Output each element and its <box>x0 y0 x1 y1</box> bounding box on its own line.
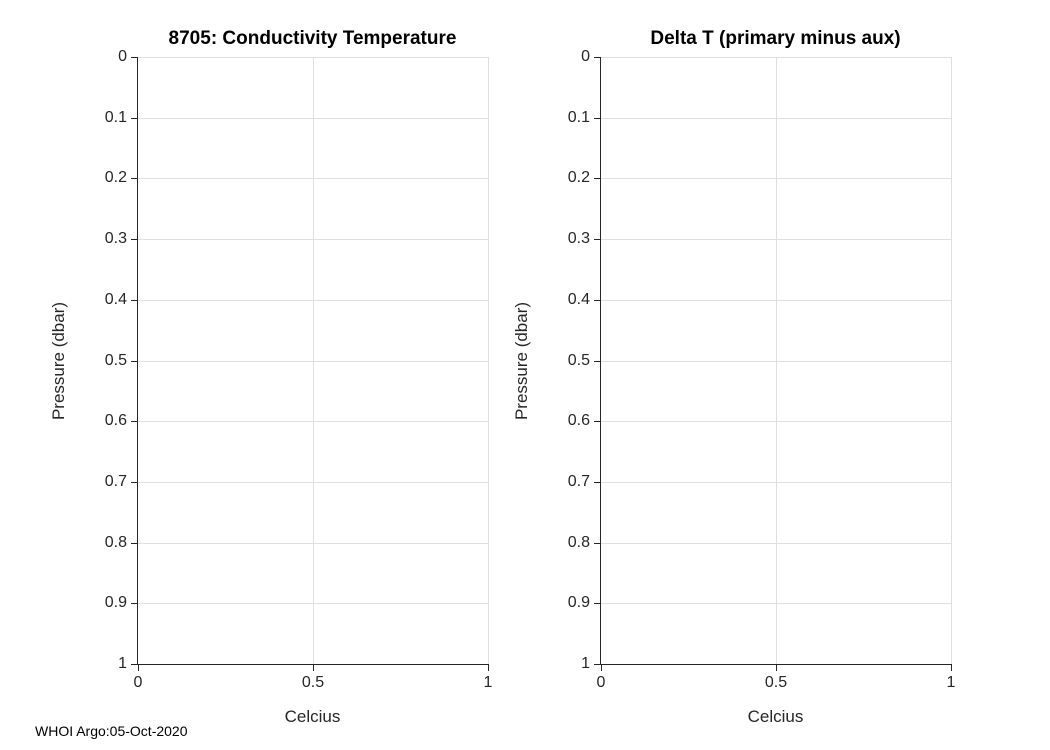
gridline <box>138 57 488 58</box>
y-tick-mark <box>131 239 138 241</box>
plot-conductivity-temperature: 8705: Conductivity Temperature Pressure … <box>49 28 493 726</box>
gridline <box>138 542 488 544</box>
plot-area: 0 0.1 0.2 0.3 0.4 0.5 0.6 0.7 0.8 0.9 1 0 0.5 1 <box>105 49 493 691</box>
y-tick-label: 1 <box>581 655 590 672</box>
gridline <box>138 239 488 241</box>
y-tick-mark <box>594 664 601 665</box>
y-tick-mark <box>131 542 138 544</box>
y-tick-label: 0.2 <box>567 169 590 187</box>
y-tick-mark <box>131 360 138 362</box>
gridline <box>138 117 488 119</box>
gridline <box>138 603 488 605</box>
y-tick-label: 1 <box>118 655 127 672</box>
footer-annotation: WHOI Argo:05-Oct-2020 <box>35 723 188 739</box>
y-tick-mark <box>594 117 601 119</box>
y-tick-mark <box>594 178 601 180</box>
y-tick-label: 0.5 <box>104 351 127 369</box>
x-tick-mark <box>313 664 314 671</box>
y-tick-label: 0.1 <box>567 108 590 126</box>
y-tick-label: 0.9 <box>567 594 590 612</box>
x-tick-label: 0.5 <box>301 674 325 691</box>
gridline <box>601 542 951 544</box>
gridline <box>601 239 951 241</box>
gridline <box>601 481 951 483</box>
plot-title: 8705: Conductivity Temperature <box>168 28 457 49</box>
x-tick-mark <box>138 664 139 671</box>
y-tick-label: 0.6 <box>567 412 590 430</box>
gridline <box>601 421 951 423</box>
y-tick-mark <box>594 421 601 423</box>
gridline <box>951 57 952 664</box>
y-tick-label: 0.7 <box>104 472 127 490</box>
y-axis-label: Pressure (dbar) <box>49 301 68 421</box>
x-tick-label: 1 <box>483 674 493 691</box>
gridline <box>601 360 951 362</box>
y-tick-mark <box>131 117 138 119</box>
gridline <box>313 57 314 664</box>
y-tick-mark <box>594 481 601 483</box>
y-tick-mark <box>131 421 138 423</box>
y-tick-label: 0.5 <box>567 351 590 369</box>
y-tick-label: 0.6 <box>104 412 127 430</box>
gridline <box>138 178 488 180</box>
y-tick-mark <box>131 57 138 58</box>
gridline <box>776 57 777 664</box>
y-tick-label: 0.9 <box>104 594 127 612</box>
gridline <box>488 57 489 664</box>
y-tick-mark <box>131 178 138 180</box>
x-tick-mark <box>488 664 489 671</box>
gridline <box>601 603 951 605</box>
x-tick-label: 0 <box>596 674 606 691</box>
x-tick-label: 0 <box>133 674 143 691</box>
y-tick-label: 0.8 <box>567 533 590 551</box>
y-tick-mark <box>131 603 138 605</box>
x-tick-mark <box>776 664 777 671</box>
plot-area: 0 0.1 0.2 0.3 0.4 0.5 0.6 0.7 0.8 0.9 1 0 0.5 1 <box>568 49 956 691</box>
x-tick-mark <box>951 664 952 671</box>
gridline <box>601 178 951 180</box>
y-tick-label: 0.8 <box>104 533 127 551</box>
y-tick-mark <box>594 360 601 362</box>
x-axis-label: Celcius <box>284 707 341 726</box>
y-tick-mark <box>594 239 601 241</box>
gridline <box>601 57 951 58</box>
y-tick-mark <box>594 299 601 301</box>
y-tick-mark <box>594 542 601 544</box>
y-tick-mark <box>594 57 601 58</box>
y-tick-mark <box>131 481 138 483</box>
gridline <box>138 360 488 362</box>
gridline <box>601 117 951 119</box>
plot-delta-t: Delta T (primary minus aux) Pressure (db… <box>512 28 956 726</box>
y-tick-label: 0.7 <box>567 472 590 490</box>
y-axis-label: Pressure (dbar) <box>512 301 531 421</box>
y-tick-label: 0 <box>118 48 127 65</box>
x-axis-label: Celcius <box>747 707 804 726</box>
y-tick-mark <box>131 664 138 665</box>
y-tick-label: 0.2 <box>104 169 127 187</box>
gridline <box>601 299 951 301</box>
y-tick-label: 0.3 <box>567 230 590 248</box>
gridline <box>138 481 488 483</box>
x-tick-label: 1 <box>946 674 956 691</box>
x-tick-label: 0.5 <box>764 674 788 691</box>
gridline <box>138 299 488 301</box>
x-tick-mark <box>601 664 602 671</box>
y-tick-label: 0 <box>581 48 590 65</box>
y-tick-label: 0.1 <box>104 108 127 126</box>
y-tick-mark <box>594 603 601 605</box>
y-tick-label: 0.4 <box>104 290 127 308</box>
y-tick-label: 0.4 <box>567 290 590 308</box>
gridline <box>138 421 488 423</box>
y-tick-mark <box>131 299 138 301</box>
plot-title: Delta T (primary minus aux) <box>650 28 901 49</box>
y-tick-label: 0.3 <box>104 230 127 248</box>
